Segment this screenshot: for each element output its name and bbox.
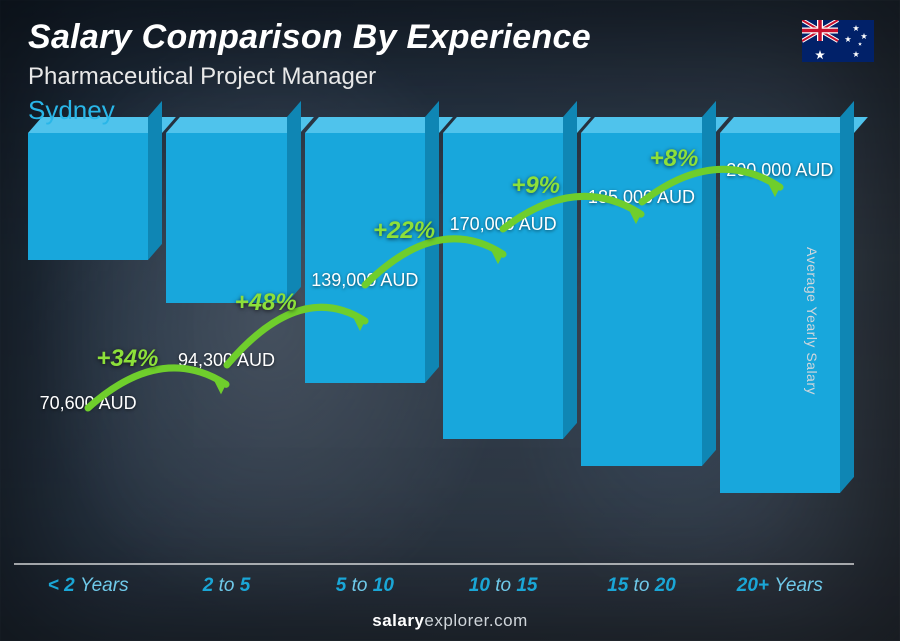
value-label: 200,000 AUD xyxy=(726,160,833,181)
bar-face xyxy=(581,133,701,466)
bar xyxy=(28,133,148,260)
bar-chart: 70,600 AUD94,300 AUD+34%139,000 AUD+48%1… xyxy=(28,133,840,563)
x-axis-label: 2 to 5 xyxy=(166,575,286,597)
growth-pct: +34% xyxy=(96,345,158,373)
bar xyxy=(581,133,701,466)
bar-group: 139,000 AUD+48% xyxy=(305,133,425,563)
footer-brand-rest: explorer.com xyxy=(424,611,527,630)
bar-group: 94,300 AUD+34% xyxy=(166,133,286,563)
bar-side xyxy=(702,101,716,466)
value-label: 170,000 AUD xyxy=(450,214,557,235)
growth-pct: +48% xyxy=(235,289,297,317)
x-axis-label: < 2 Years xyxy=(28,575,148,597)
footer: salaryexplorer.com xyxy=(0,611,900,631)
chart-baseline xyxy=(14,563,854,565)
y-axis-label: Average Yearly Salary xyxy=(804,247,820,395)
bar-face xyxy=(720,133,840,493)
location-label: Sydney xyxy=(28,95,872,126)
bar-face xyxy=(166,133,286,303)
bar-face xyxy=(28,133,148,260)
x-axis: < 2 Years 2 to 5 5 to 10 10 to 15 15 to 20 20… xyxy=(28,575,840,597)
page-subtitle: Pharmaceutical Project Manager xyxy=(28,63,872,91)
footer-brand-bold: salary xyxy=(372,611,424,630)
header: Salary Comparison By Experience Pharmace… xyxy=(28,18,872,126)
x-axis-label: 20+ Years xyxy=(720,575,840,597)
growth-pct: +22% xyxy=(373,217,435,245)
x-axis-label: 10 to 15 xyxy=(443,575,563,597)
x-axis-label: 15 to 20 xyxy=(581,575,701,597)
bar-face xyxy=(305,133,425,383)
bar xyxy=(166,133,286,303)
value-label: 139,000 AUD xyxy=(311,270,418,291)
bar-side xyxy=(563,101,577,439)
x-axis-label: 5 to 10 xyxy=(305,575,425,597)
bar-side xyxy=(840,101,854,493)
bar-group: 185,000 AUD+9% xyxy=(581,133,701,563)
value-label: 185,000 AUD xyxy=(588,187,695,208)
bar-side xyxy=(287,101,301,303)
value-label: 94,300 AUD xyxy=(178,350,275,371)
bar xyxy=(305,133,425,383)
value-label: 70,600 AUD xyxy=(40,393,137,414)
page-title: Salary Comparison By Experience xyxy=(28,18,872,57)
bar xyxy=(720,133,840,493)
growth-pct: +8% xyxy=(650,145,699,173)
bar-group: 200,000 AUD+8% xyxy=(720,133,840,563)
flag-icon xyxy=(802,20,874,62)
growth-pct: +9% xyxy=(511,172,560,200)
